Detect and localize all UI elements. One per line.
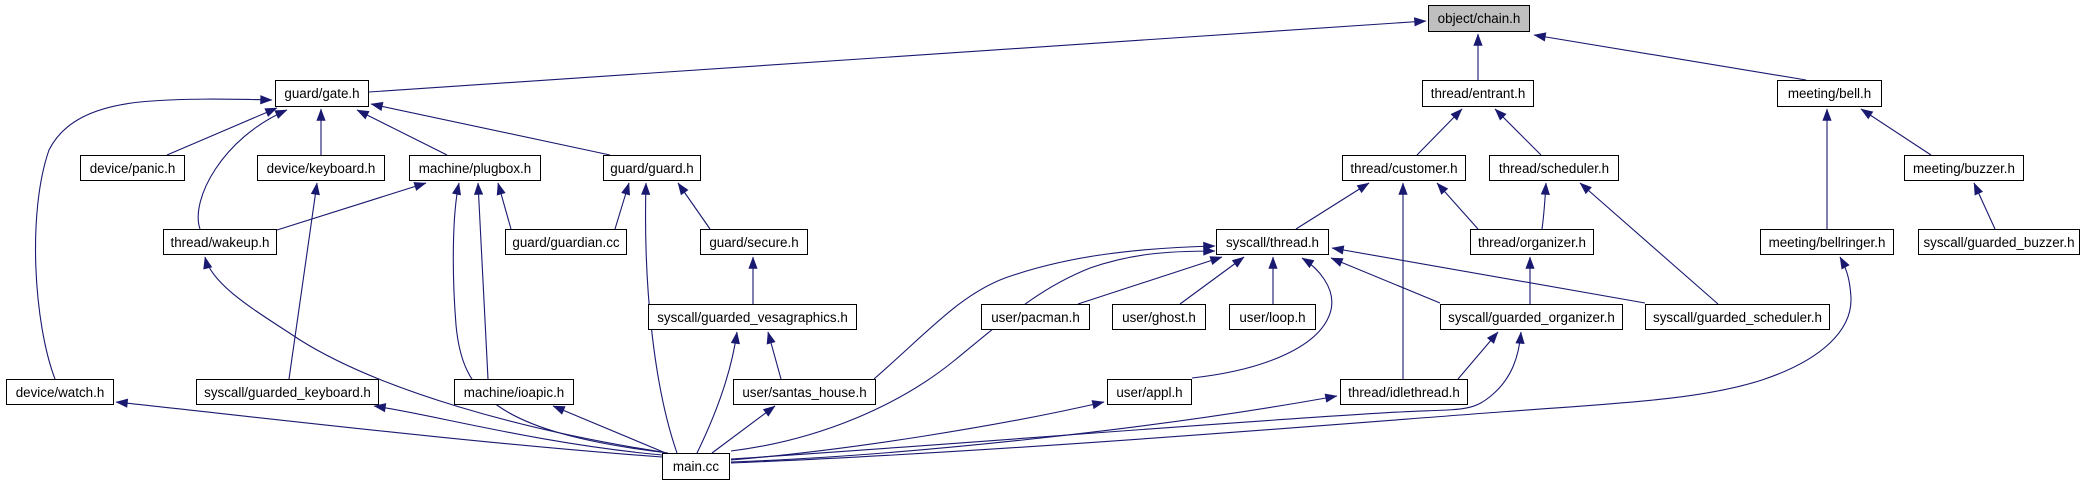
svg-text:syscall/thread.h: syscall/thread.h <box>1226 235 1319 250</box>
svg-text:device/watch.h: device/watch.h <box>16 385 105 400</box>
svg-text:thread/idlethread.h: thread/idlethread.h <box>1348 385 1460 400</box>
svg-text:meeting/bellringer.h: meeting/bellringer.h <box>1769 235 1886 250</box>
svg-text:thread/entrant.h: thread/entrant.h <box>1431 86 1526 101</box>
svg-text:guard/gate.h: guard/gate.h <box>284 86 359 101</box>
svg-text:meeting/buzzer.h: meeting/buzzer.h <box>1913 161 2015 176</box>
svg-text:guard/guard.h: guard/guard.h <box>610 161 693 176</box>
svg-text:guard/guardian.cc: guard/guardian.cc <box>512 235 620 250</box>
svg-text:syscall/guarded_organizer.h: syscall/guarded_organizer.h <box>1448 310 1615 325</box>
svg-text:machine/ioapic.h: machine/ioapic.h <box>464 385 565 400</box>
svg-text:meeting/bell.h: meeting/bell.h <box>1788 86 1871 101</box>
svg-text:user/ghost.h: user/ghost.h <box>1122 310 1196 325</box>
svg-text:device/keyboard.h: device/keyboard.h <box>267 161 376 176</box>
svg-text:user/santas_house.h: user/santas_house.h <box>742 385 866 400</box>
svg-text:thread/wakeup.h: thread/wakeup.h <box>170 235 269 250</box>
svg-text:user/pacman.h: user/pacman.h <box>991 310 1080 325</box>
svg-text:machine/plugbox.h: machine/plugbox.h <box>419 161 531 176</box>
svg-text:object/chain.h: object/chain.h <box>1438 11 1521 26</box>
svg-text:user/loop.h: user/loop.h <box>1239 310 1305 325</box>
svg-text:user/appl.h: user/appl.h <box>1116 385 1182 400</box>
svg-text:syscall/guarded_buzzer.h: syscall/guarded_buzzer.h <box>1923 235 2074 250</box>
svg-text:syscall/guarded_keyboard.h: syscall/guarded_keyboard.h <box>204 385 371 400</box>
svg-text:main.cc: main.cc <box>673 459 719 474</box>
svg-text:syscall/guarded_vesagraphics.h: syscall/guarded_vesagraphics.h <box>657 310 848 325</box>
svg-text:syscall/guarded_scheduler.h: syscall/guarded_scheduler.h <box>1653 310 1822 325</box>
svg-text:thread/organizer.h: thread/organizer.h <box>1478 235 1586 250</box>
svg-text:thread/scheduler.h: thread/scheduler.h <box>1499 161 1609 176</box>
svg-text:device/panic.h: device/panic.h <box>90 161 176 176</box>
svg-text:thread/customer.h: thread/customer.h <box>1350 161 1457 176</box>
svg-text:guard/secure.h: guard/secure.h <box>709 235 798 250</box>
